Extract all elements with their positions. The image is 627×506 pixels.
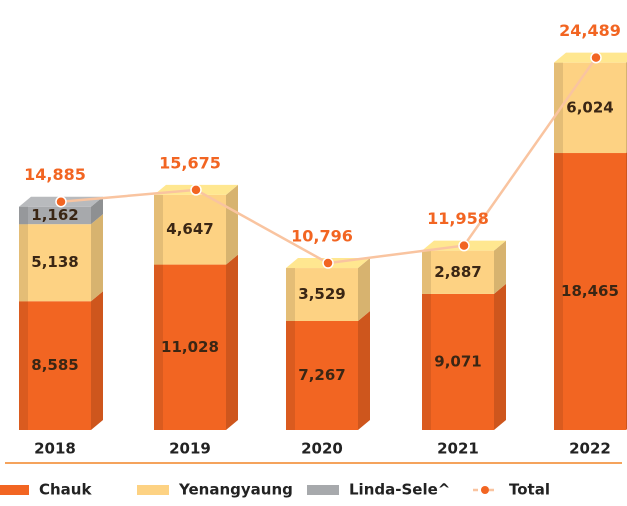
value-label: 18,465 [561,282,619,300]
x-tick-label: 2018 [34,440,76,458]
total-marker [190,184,202,196]
bar-segment [19,206,91,225]
bar-side [226,184,238,265]
legend-swatch [0,485,29,495]
bar-segment [154,264,226,430]
legend-label: Chauk [39,481,92,499]
bar-segment [554,62,626,154]
bar-side [494,283,506,430]
bar-side [91,214,103,302]
bar-segment [422,250,494,294]
value-label: 8,585 [31,356,78,374]
value-label: 3,529 [298,285,345,303]
value-label: 9,071 [434,352,481,370]
bar-edge [286,320,295,430]
bar-segment [554,153,626,430]
total-label: 24,489 [559,21,621,40]
x-tick-label: 2022 [569,440,611,458]
bar-segment [286,320,358,430]
bar-edge [554,153,563,430]
bar-edge [422,250,431,294]
value-label: 7,267 [298,366,345,384]
bar-edge [154,194,163,265]
bar-side [358,310,370,430]
total-label: 11,958 [427,209,489,228]
bar-segment [286,268,358,321]
x-tick-label: 2019 [169,440,211,458]
bar-side [91,291,103,430]
total-marker [322,257,334,269]
bar-segment [19,224,91,302]
bar-segment [154,194,226,265]
total-marker [590,51,602,64]
legend-marker [481,486,489,494]
legend-swatch [307,485,339,495]
value-label: 11,028 [161,338,219,356]
bar-segment [19,301,91,430]
bar-edge [19,224,28,302]
total-label: 15,675 [159,153,221,172]
total-label: 10,796 [291,227,353,246]
total-marker [458,239,470,252]
value-label: 1,162 [31,206,78,224]
legend-swatch [137,485,169,495]
legend-label: Linda-Sele^ [349,481,450,499]
bar-side [91,196,103,225]
bar-segment [422,293,494,430]
bar-side [226,254,238,430]
value-label: 4,647 [166,220,213,238]
x-tick-label: 2020 [301,440,343,458]
legend-label: Yenangyaung [178,481,293,499]
bar-edge [19,206,28,225]
bar-edge [422,293,431,430]
x-tick-label: 2021 [437,440,479,458]
total-label: 14,885 [24,165,86,184]
bar-edge [554,62,563,154]
value-label: 2,887 [434,263,481,281]
legend-label: Total [509,481,550,499]
bar-edge [286,268,295,321]
total-marker [55,195,67,208]
bar-side [358,258,370,321]
value-label: 6,024 [566,98,613,116]
bar-side [494,240,506,294]
bar-edge [19,301,28,430]
value-label: 5,138 [31,253,78,271]
bar-edge [154,264,163,430]
